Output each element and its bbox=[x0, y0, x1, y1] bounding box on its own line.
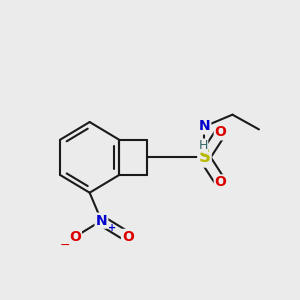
Text: O: O bbox=[215, 176, 226, 189]
Text: +: + bbox=[108, 223, 116, 233]
Text: S: S bbox=[199, 148, 211, 166]
Text: H: H bbox=[198, 139, 208, 152]
Text: N: N bbox=[199, 119, 210, 134]
Text: O: O bbox=[215, 125, 226, 139]
Text: −: − bbox=[59, 239, 70, 252]
Text: N: N bbox=[96, 214, 107, 228]
Text: O: O bbox=[69, 230, 81, 244]
Text: O: O bbox=[122, 230, 134, 244]
